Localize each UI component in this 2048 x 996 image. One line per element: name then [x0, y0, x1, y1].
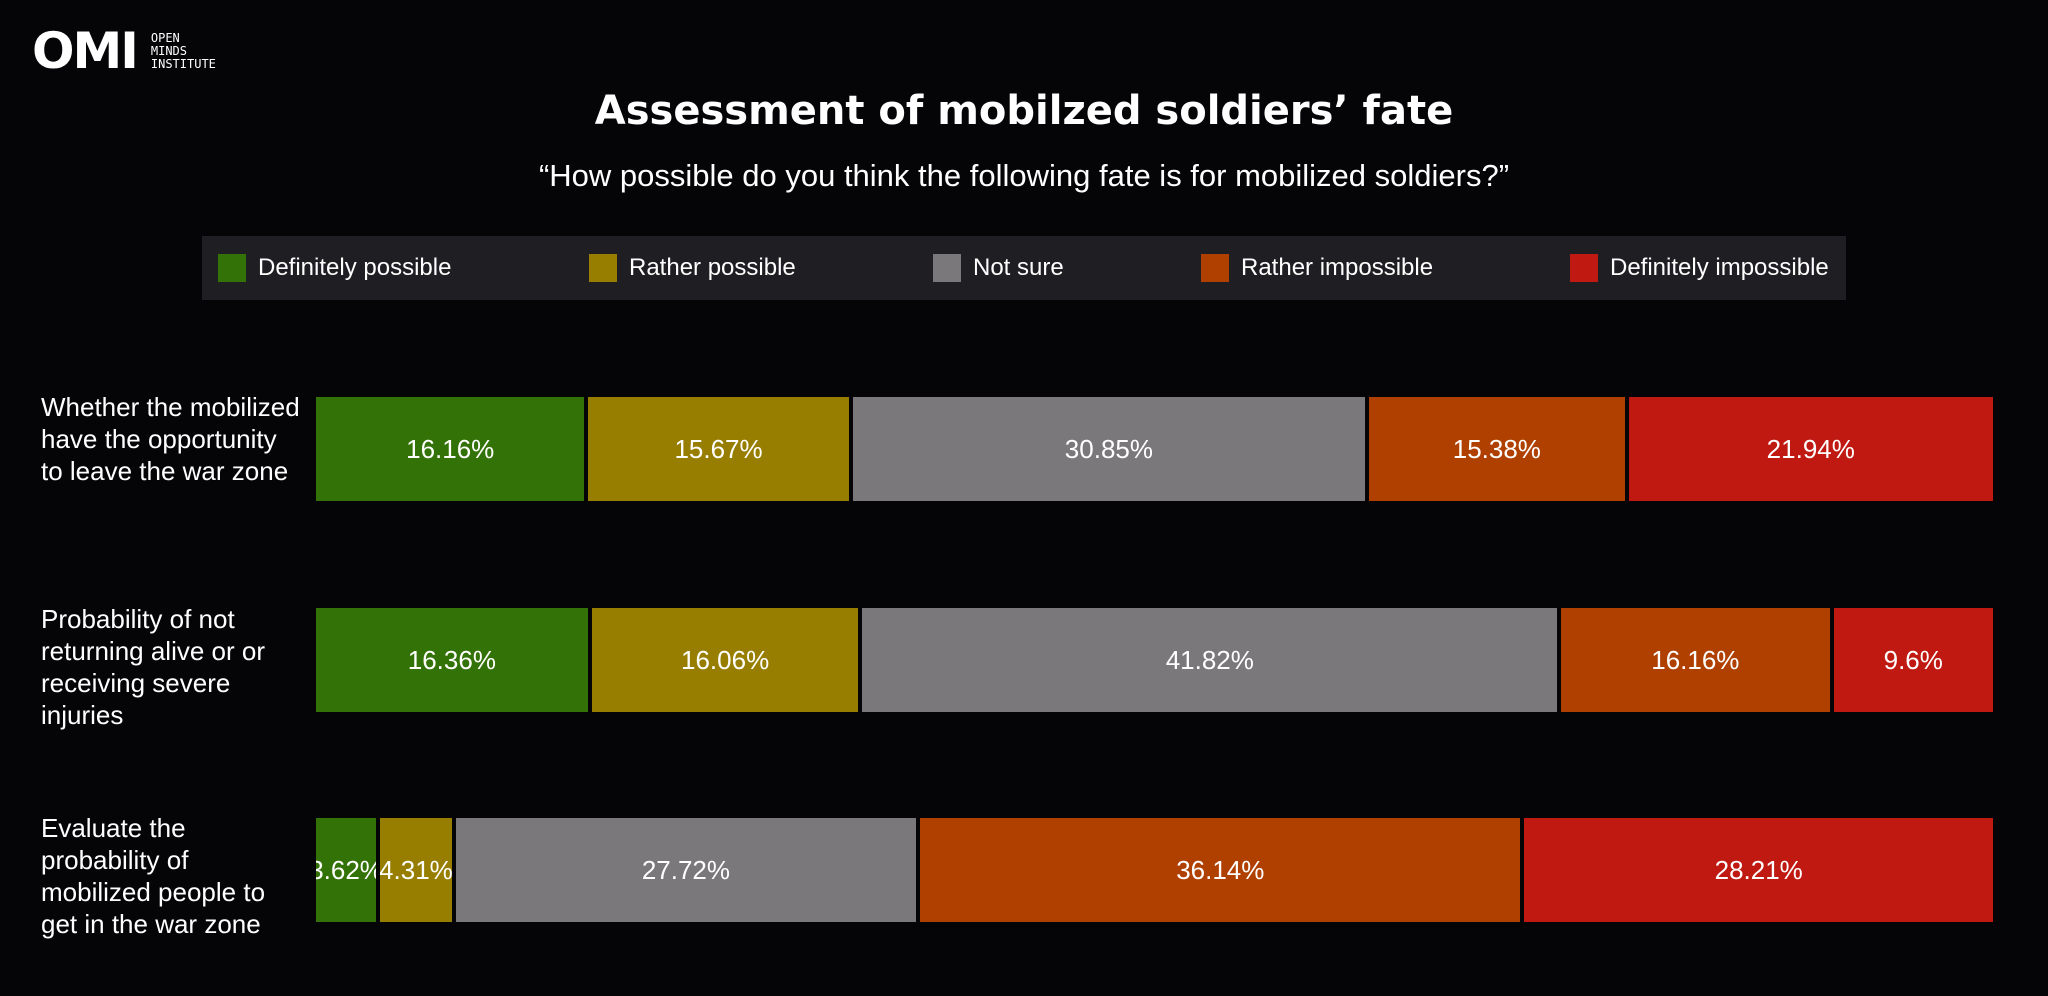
- legend-label: Rather impossible: [1241, 254, 1434, 281]
- chart-subtitle: “How possible do you think the following…: [538, 158, 1510, 193]
- legend-label: Definitely impossible: [1610, 254, 1829, 281]
- bar-segment: 16.06%: [591, 608, 859, 712]
- bar-segment: 3.62%: [316, 818, 377, 922]
- legend-item: Rather impossible: [1201, 254, 1433, 282]
- legend-swatch: [933, 254, 961, 282]
- bar-segment: 16.16%: [316, 397, 585, 501]
- data-label: 16.16%: [1651, 644, 1740, 675]
- legend-label: Rather possible: [629, 254, 796, 281]
- bar-segment: 15.67%: [588, 397, 849, 501]
- legend-swatch: [1201, 254, 1229, 282]
- bar-segment: 15.38%: [1369, 397, 1625, 501]
- legend-swatch: [589, 254, 617, 282]
- chart-title: Assessment of mobilzed soldiers’ fate: [594, 88, 1454, 134]
- data-label: 9.6%: [1883, 644, 1943, 675]
- legend-label: Definitely possible: [258, 254, 452, 281]
- data-label: 4.31%: [380, 854, 452, 885]
- bar-segment: 27.72%: [455, 818, 917, 922]
- data-label: 16.16%: [406, 433, 495, 464]
- data-label: 3.62%: [316, 854, 376, 885]
- legend-item: Definitely impossible: [1570, 254, 1829, 282]
- category-label: Probability of not returning alive or or…: [41, 604, 265, 730]
- bar-row: 16.16% 15.67% 30.85% 15.38% 21.94%: [316, 397, 1993, 501]
- legend-item: Definitely possible: [218, 254, 451, 282]
- bar-row: 3.62%4.31% 27.72% 36.14% 28.21%: [316, 818, 1993, 922]
- bar-row: 16.36% 16.06% 41.82% 16.16% 9.6%: [316, 608, 1993, 712]
- legend-swatch: [1570, 254, 1598, 282]
- legend: Definitely possible Rather possible Not su…: [202, 236, 1846, 300]
- data-label: 30.85%: [1064, 433, 1153, 464]
- logo: OMI OPEN MINDS INSTITUTE: [32, 26, 216, 76]
- data-label: 16.36%: [407, 644, 496, 675]
- category-label: Whether the mobilized have the opportuni…: [41, 392, 300, 486]
- bar-segment: 28.21%: [1524, 818, 1993, 922]
- data-label: 15.38%: [1452, 433, 1541, 464]
- logo-mark: OMI: [32, 22, 139, 80]
- category-label: Evaluate the probability of mobilized pe…: [41, 813, 266, 939]
- bar-segment: 4.31%: [380, 818, 452, 922]
- data-label: 27.72%: [641, 854, 730, 885]
- legend-item: Not sure: [933, 254, 1064, 282]
- data-label: 21.94%: [1766, 433, 1855, 464]
- data-label: 15.67%: [674, 433, 763, 464]
- data-label: 16.06%: [681, 644, 770, 675]
- data-label: 36.14%: [1176, 854, 1265, 885]
- data-label: 28.21%: [1714, 854, 1803, 885]
- legend-label: Not sure: [973, 254, 1064, 281]
- bar-segment: 36.14%: [920, 818, 1521, 922]
- bar-segment: 9.6%: [1833, 608, 1993, 712]
- legend-item: Rather possible: [589, 254, 796, 282]
- bar-segment: 30.85%: [852, 397, 1366, 501]
- bar-segment: 21.94%: [1628, 397, 1993, 501]
- logo-subtitle: OPEN MINDS INSTITUTE: [150, 30, 216, 71]
- bar-segment: 16.16%: [1561, 608, 1830, 712]
- bar-segment: 41.82%: [862, 608, 1558, 712]
- data-label: 41.82%: [1165, 644, 1254, 675]
- bar-segment: 16.36%: [316, 608, 588, 712]
- legend-swatch: [218, 254, 246, 282]
